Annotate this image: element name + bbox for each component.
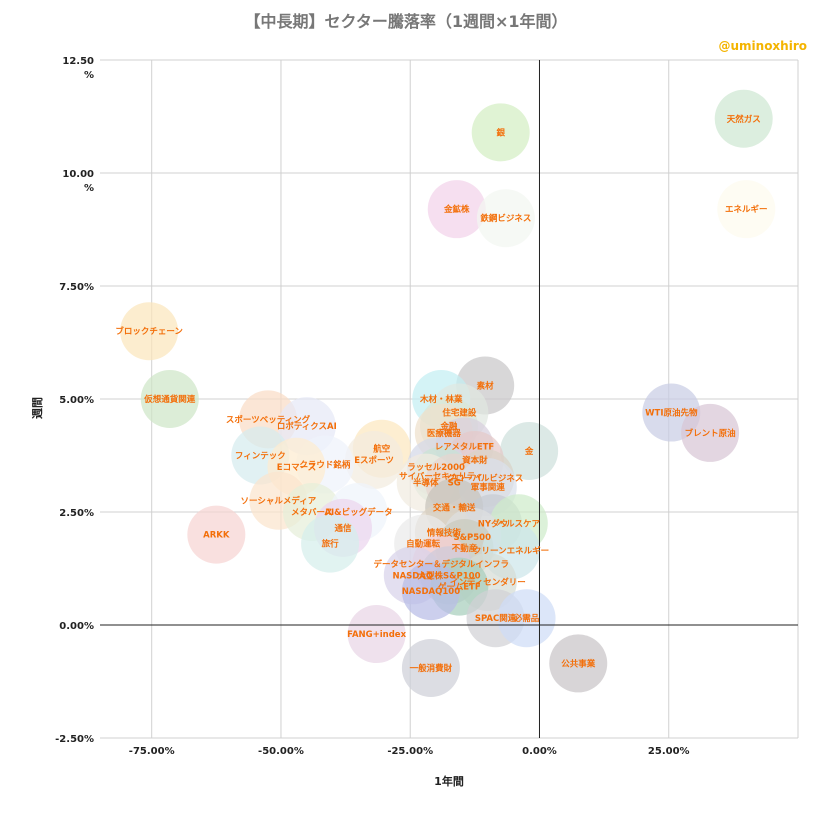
bubble-label: Eスポーツ [354, 455, 394, 466]
bubble-label: メタバース [291, 507, 333, 518]
y-tick-label-suffix: % [84, 183, 94, 194]
bubble-label: ラッセル2000 [407, 463, 465, 473]
bubble[interactable] [549, 634, 608, 693]
y-tick-label: 7.50% [59, 282, 94, 293]
x-tick-label: -50.00% [258, 746, 304, 757]
bubble-label: 不動産 [452, 543, 478, 554]
bubble-label: 仮想通貨関連 [143, 394, 196, 405]
y-tick-label: 2.50% [59, 508, 94, 519]
bubble-label: 資本財 [461, 455, 488, 466]
bubble-label: FANG+index [347, 630, 406, 640]
bubble[interactable] [347, 605, 406, 664]
bubble-label: 交通・輸送 [433, 502, 476, 513]
x-tick-label: 25.00% [648, 746, 690, 757]
y-tick-label: 5.00% [59, 395, 94, 406]
bubble[interactable] [717, 180, 776, 239]
bubble-label: ブロックチェーン [115, 326, 183, 337]
bubble-label: ロボティクスAI [277, 421, 337, 432]
x-tick-label: -75.00% [129, 746, 175, 757]
bubble[interactable] [427, 180, 486, 239]
y-tick-label: -2.50% [55, 734, 94, 745]
bubbles-layer [120, 89, 776, 697]
bubble-label: データセンター＆デジタルインフラ [373, 559, 509, 570]
bubble-label: 一般消費財 [410, 663, 453, 674]
bubble-label: 半導体 [413, 478, 439, 489]
x-tick-labels: -75.00% -50.00% -25.00% 0.00% 25.00% [129, 746, 690, 757]
zero-axes [100, 60, 798, 738]
bubble-label: 銀 [495, 127, 505, 138]
y-axis-title: 週間 [30, 397, 44, 419]
bubble-label: 大型株S&P100 [417, 570, 480, 581]
bubble[interactable] [345, 431, 404, 490]
bubble[interactable] [301, 514, 360, 573]
bubble[interactable] [714, 89, 773, 148]
bubble-label: 航空 [373, 444, 391, 455]
x-axis-title: 1年間 [434, 774, 464, 788]
bubble-label: フィンテック [235, 451, 286, 462]
bubble-label: 軍事関連 [471, 482, 506, 493]
bubble-label: クリーンエネルギー [473, 545, 549, 556]
bubble-label: NASDAQ [392, 571, 433, 581]
bubble-label: 金 [524, 446, 534, 457]
y-tick-label: 12.50 [62, 56, 94, 67]
bubble-label: ヘルスケア [498, 519, 541, 529]
bubble-label: 金融 [439, 421, 458, 432]
bubble-label: 木材・林業 [419, 394, 463, 405]
bubble-label: スポーツベッティング [226, 414, 311, 425]
bubble-label: 天然ガス [727, 114, 761, 125]
bubble-label: ゲームETF [438, 582, 481, 593]
bubble-label: AI&ビッグデータ [324, 507, 392, 518]
bubble-label: SG [448, 479, 461, 489]
bubble[interactable] [681, 403, 740, 462]
bubble-label: SPAC関連 [475, 613, 517, 624]
bubble-label: NYダウ [478, 518, 508, 529]
bubble-label: 鉄鋼ビジネス [480, 213, 531, 224]
bubble[interactable] [401, 638, 460, 697]
bubble-label: 金鉱株 [443, 204, 470, 215]
bubble[interactable] [500, 421, 559, 480]
bubble-label: グローバルビジネス [447, 473, 523, 484]
y-tick-labels: 12.50% 10.00% 7.50% 5.00% 2.50% 0.00% -2.50% [55, 56, 94, 745]
bubble[interactable] [476, 189, 535, 248]
bubble-label: クラウド銘柄 [299, 460, 351, 471]
bubble[interactable] [187, 505, 246, 564]
bubble-label: NASDAQ100 [402, 587, 461, 597]
bubble-label: 自動運転 [406, 539, 441, 550]
bubble-label: 必需品 [513, 613, 540, 624]
bubble-label: 公共事業 [561, 658, 596, 669]
y-tick-label-suffix: % [84, 70, 94, 81]
bubble-label: インディセンダリー [450, 577, 526, 588]
bubble-label: 通信 [334, 523, 352, 534]
bubble-label: エネルギー [725, 204, 768, 215]
bubble-label: 情報技術 [426, 527, 462, 538]
bubble-label: S&P500 [454, 533, 492, 543]
bubble[interactable] [471, 103, 530, 162]
y-tick-label: 0.00% [59, 621, 94, 632]
bubble-label: ARKK [203, 531, 230, 541]
bubble[interactable] [120, 302, 179, 361]
bubble-label: サイバーセキュリティ [399, 471, 483, 482]
bubble-label: 住宅建設 [442, 408, 477, 419]
bubble-label: 素材 [477, 380, 495, 391]
bubble-label: ソーシャルメディア [241, 496, 317, 507]
bubble-label: 医療機器 [427, 428, 462, 439]
bubble[interactable] [401, 562, 460, 621]
bubble-label: ブレント原油 [685, 428, 736, 439]
chart-title: 【中長期】セクター騰落率（1週間×1年間） [244, 12, 567, 31]
bubble-label: Eコマース [277, 463, 316, 473]
x-tick-label: 0.00% [522, 746, 557, 757]
author-credit: @uminoxhiro [718, 39, 807, 53]
bubble[interactable] [497, 589, 556, 648]
x-tick-label: -25.00% [387, 746, 433, 757]
y-tick-label: 10.00 [62, 169, 94, 180]
bubble[interactable] [140, 370, 199, 428]
bubble-label: WTI原油先物 [645, 408, 698, 419]
bubble-label: 旅行 [321, 539, 340, 550]
bubble-label: レアメタルETF [435, 441, 495, 452]
